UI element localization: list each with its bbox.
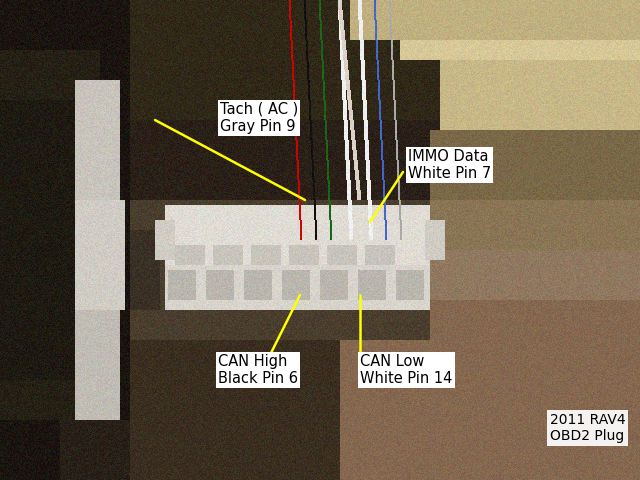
Text: Tach ( AC )
Gray Pin 9: Tach ( AC ) Gray Pin 9	[220, 102, 298, 134]
Text: IMMO Data
White Pin 7: IMMO Data White Pin 7	[408, 149, 492, 181]
Text: CAN Low
White Pin 14: CAN Low White Pin 14	[360, 354, 452, 386]
Text: 2011 RAV4
OBD2 Plug: 2011 RAV4 OBD2 Plug	[550, 413, 626, 443]
Text: CAN High
Black Pin 6: CAN High Black Pin 6	[218, 354, 298, 386]
